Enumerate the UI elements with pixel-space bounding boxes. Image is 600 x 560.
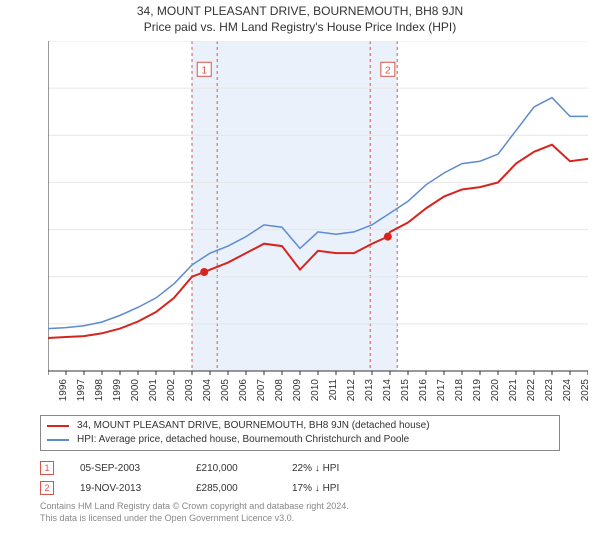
svg-text:2002: 2002 bbox=[166, 379, 177, 401]
event-row: 2 19-NOV-2013 £285,000 17% ↓ HPI bbox=[40, 481, 560, 495]
event-marker-2 bbox=[384, 233, 392, 241]
event-table: 1 05-SEP-2003 £210,000 22% ↓ HPI 2 19-NOV-201… bbox=[40, 461, 560, 495]
event-row: 1 05-SEP-2003 £210,000 22% ↓ HPI bbox=[40, 461, 560, 475]
legend-row: HPI: Average price, detached house, Bour… bbox=[47, 433, 553, 447]
svg-text:2009: 2009 bbox=[292, 379, 303, 401]
svg-text:1999: 1999 bbox=[112, 379, 123, 401]
legend-swatch bbox=[47, 439, 69, 441]
event-marker-1 bbox=[200, 268, 208, 276]
footer-line2: This data is licensed under the Open Gov… bbox=[40, 513, 560, 525]
title-line1: 34, MOUNT PLEASANT DRIVE, BOURNEMOUTH, B… bbox=[0, 4, 600, 20]
title-line2: Price paid vs. HM Land Registry's House … bbox=[0, 20, 600, 36]
event-date: 05-SEP-2003 bbox=[80, 463, 170, 474]
svg-text:2003: 2003 bbox=[184, 379, 195, 401]
event-date: 19-NOV-2013 bbox=[80, 483, 170, 494]
svg-text:2025: 2025 bbox=[580, 379, 588, 401]
svg-text:2019: 2019 bbox=[472, 379, 483, 401]
legend-swatch bbox=[47, 425, 69, 427]
svg-text:1998: 1998 bbox=[94, 379, 105, 401]
svg-text:1: 1 bbox=[201, 65, 207, 76]
event-marker-box: 1 bbox=[40, 461, 54, 475]
svg-text:2008: 2008 bbox=[274, 379, 285, 401]
line-chart: £0£100K£200K£300K£400K£500K£600K£700K199… bbox=[48, 41, 588, 401]
footer-line1: Contains HM Land Registry data © Crown c… bbox=[40, 501, 560, 513]
svg-text:2022: 2022 bbox=[526, 379, 537, 401]
svg-text:2021: 2021 bbox=[508, 379, 519, 401]
legend-label: 34, MOUNT PLEASANT DRIVE, BOURNEMOUTH, B… bbox=[77, 419, 430, 433]
svg-text:2010: 2010 bbox=[310, 379, 321, 401]
svg-text:2013: 2013 bbox=[364, 379, 375, 401]
svg-text:2018: 2018 bbox=[454, 379, 465, 401]
svg-text:2020: 2020 bbox=[490, 379, 501, 401]
event-price: £285,000 bbox=[196, 483, 266, 494]
svg-text:2007: 2007 bbox=[256, 379, 267, 401]
svg-text:2015: 2015 bbox=[400, 379, 411, 401]
svg-text:2024: 2024 bbox=[562, 379, 573, 401]
svg-text:2004: 2004 bbox=[202, 379, 213, 401]
chart-area: £0£100K£200K£300K£400K£500K£600K£700K199… bbox=[48, 41, 588, 401]
svg-text:2023: 2023 bbox=[544, 379, 555, 401]
svg-text:2017: 2017 bbox=[436, 379, 447, 401]
event-pct: 17% ↓ HPI bbox=[292, 483, 382, 494]
svg-text:2006: 2006 bbox=[238, 379, 249, 401]
svg-text:1995: 1995 bbox=[48, 379, 51, 401]
event-pct: 22% ↓ HPI bbox=[292, 463, 382, 474]
legend-row: 34, MOUNT PLEASANT DRIVE, BOURNEMOUTH, B… bbox=[47, 419, 553, 433]
svg-text:1997: 1997 bbox=[76, 379, 87, 401]
event-price: £210,000 bbox=[196, 463, 266, 474]
svg-text:2000: 2000 bbox=[130, 379, 141, 401]
svg-text:2005: 2005 bbox=[220, 379, 231, 401]
svg-text:2014: 2014 bbox=[382, 379, 393, 401]
legend: 34, MOUNT PLEASANT DRIVE, BOURNEMOUTH, B… bbox=[40, 415, 560, 451]
svg-text:1996: 1996 bbox=[58, 379, 69, 401]
svg-text:2001: 2001 bbox=[148, 379, 159, 401]
svg-text:2011: 2011 bbox=[328, 379, 339, 401]
svg-text:2012: 2012 bbox=[346, 379, 357, 401]
svg-text:2016: 2016 bbox=[418, 379, 429, 401]
footer-attribution: Contains HM Land Registry data © Crown c… bbox=[40, 501, 560, 524]
event-marker-box: 2 bbox=[40, 481, 54, 495]
legend-label: HPI: Average price, detached house, Bour… bbox=[77, 433, 409, 447]
chart-title: 34, MOUNT PLEASANT DRIVE, BOURNEMOUTH, B… bbox=[0, 0, 600, 35]
svg-text:2: 2 bbox=[385, 65, 391, 76]
